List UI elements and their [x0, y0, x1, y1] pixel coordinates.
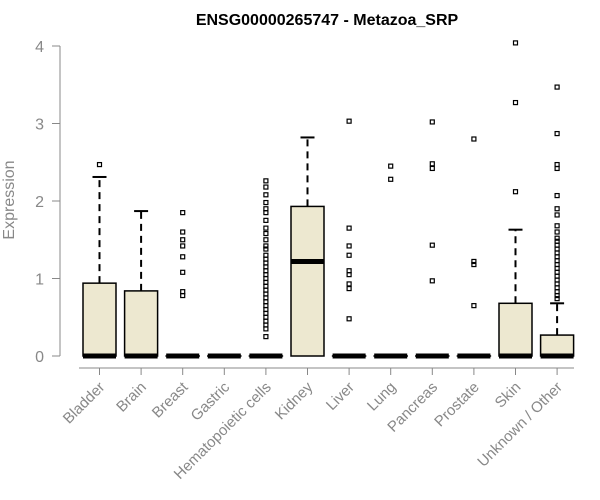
outlier-point: [512, 99, 519, 106]
y-tick-label: 4: [35, 39, 44, 56]
outlier-point: [429, 161, 435, 167]
outlier-point: [512, 40, 519, 46]
outlier-point: [346, 281, 352, 287]
x-tick-label: Skin: [492, 379, 525, 412]
outlier-point: [554, 212, 560, 218]
box: [498, 302, 533, 357]
outlier-point: [471, 303, 477, 309]
outlier-point: [263, 225, 269, 231]
outlier-point: [554, 206, 560, 212]
outlier-point: [346, 118, 352, 124]
outlier-point: [346, 225, 352, 231]
box: [82, 282, 117, 357]
outlier-point: [346, 252, 352, 258]
outlier-point: [346, 316, 352, 322]
outlier-point: [554, 223, 560, 229]
x-tick-label: Lung: [364, 379, 400, 415]
outlier-point: [180, 229, 186, 235]
outlier-point: [388, 176, 394, 182]
outlier-point: [388, 163, 394, 169]
outlier-point: [263, 334, 269, 340]
x-tick-label: Breast: [149, 378, 192, 421]
x-tick-label: Liver: [323, 379, 358, 414]
box: [290, 205, 325, 357]
x-tick-label: Brain: [113, 379, 150, 416]
box: [123, 290, 159, 357]
outlier-point: [554, 192, 560, 199]
outlier-point: [554, 165, 560, 172]
outlier-point: [263, 243, 269, 249]
outlier-point: [263, 230, 269, 237]
y-tick-label: 0: [35, 349, 44, 366]
outlier-point: [554, 84, 560, 90]
outlier-point: [263, 192, 269, 198]
outlier-point: [554, 292, 560, 299]
outlier-point: [180, 210, 186, 216]
outlier-point: [346, 272, 352, 278]
outlier-point: [471, 136, 477, 142]
outlier-point: [429, 242, 435, 248]
outlier-point: [429, 278, 435, 284]
y-tick-label: 2: [35, 194, 44, 211]
outlier-point: [429, 119, 435, 125]
outlier-point: [554, 296, 560, 302]
x-tick-label: Bladder: [60, 379, 109, 428]
y-tick-label: 3: [35, 117, 44, 134]
outlier-point: [471, 261, 477, 268]
outlier-point: [263, 199, 269, 206]
outlier-point: [180, 237, 186, 243]
outlier-point: [554, 229, 560, 235]
box: [539, 334, 575, 357]
y-tick-label: 1: [35, 272, 44, 289]
outlier-point: [512, 189, 519, 195]
outlier-point: [263, 210, 269, 216]
x-tick-label: Kidney: [272, 378, 317, 423]
boxes-group: [82, 40, 575, 359]
outlier-point: [346, 285, 352, 292]
outlier-point: [263, 326, 269, 332]
outlier-point: [554, 235, 560, 241]
y-axis-label: Expression: [1, 160, 18, 239]
outlier-point: [429, 165, 435, 172]
outlier-point: [263, 178, 269, 184]
outlier-point: [96, 161, 103, 168]
outlier-point: [263, 217, 269, 223]
outlier-point: [180, 292, 186, 299]
chart-title: ENSG00000265747 - Metazoa_SRP: [196, 12, 459, 29]
outlier-point: [263, 184, 269, 190]
outlier-point: [471, 258, 477, 265]
outlier-point: [180, 254, 186, 260]
outlier-point: [180, 243, 186, 249]
outlier-point: [263, 237, 269, 243]
outlier-point: [263, 246, 269, 252]
outlier-point: [346, 243, 352, 249]
outlier-point: [554, 130, 560, 137]
outlier-point: [180, 269, 186, 275]
y-axis: 0 1 2 3 4: [35, 39, 60, 366]
x-tick-label: Prostate: [431, 379, 483, 431]
